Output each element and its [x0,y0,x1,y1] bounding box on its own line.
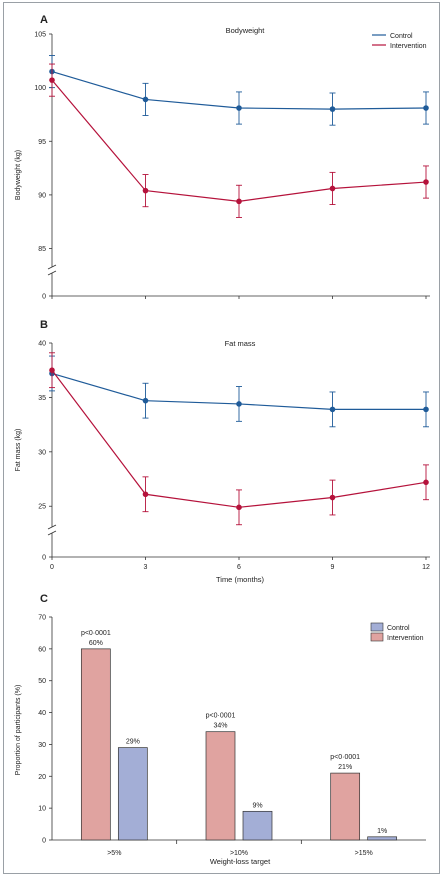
panel-b-ylabel: Fat mass (kg) [15,429,22,472]
y-tick-label: 30 [38,742,46,749]
legend-intervention-label: Intervention [387,635,424,642]
axis-break-mark [47,524,57,530]
x-tick-label: 0 [50,564,54,571]
y-tick-label: 25 [38,504,46,511]
y-tick-label: 40 [38,710,46,717]
y-tick-label: 100 [34,85,46,92]
control-point [236,401,242,407]
y-tick-label: 0 [42,838,46,845]
intervention-point [49,367,55,374]
control-point [329,106,336,112]
x-tick-label: 12 [422,564,430,571]
control-point [142,397,149,404]
y-tick-label: 50 [38,678,46,685]
p-value-annotation: p<0·0001 [81,630,111,637]
y-tick-label: 0 [42,294,46,301]
panel-c-xlabel: Weight-loss target [210,857,271,866]
y-tick-label: 85 [38,246,46,253]
control-point [423,406,429,413]
intervention-value-label: 21% [338,764,352,771]
control-value-label: 1% [377,828,387,835]
y-tick-label: 60 [38,646,46,653]
intervention-point [236,504,242,511]
axis-break-mark [47,270,57,276]
panel-b-plot-area: 0 25 30 35 40 0 3 6 9 12 [38,341,430,571]
intervention-point [142,187,149,194]
panel-b-fat-mass: B Fat mass Fat mass (kg) Time (months) 0… [15,319,430,584]
intervention-point [329,185,336,192]
y-tick-label: 40 [38,341,46,348]
intervention-bar [205,731,236,841]
x-tick-label: >15% [355,850,373,857]
intervention-bar [330,772,361,841]
legend-intervention-swatch [370,632,384,642]
intervention-point [142,491,149,498]
panel-label-a: A [40,14,48,26]
x-tick-label: >5% [107,850,121,857]
control-bar [117,747,148,841]
panel-b-xlabel: Time (months) [216,575,265,584]
panel-a-title: Bodyweight [226,26,266,35]
legend-control-swatch [370,622,384,632]
y-tick-label: 95 [38,139,46,146]
axis-break-mark [47,530,57,536]
intervention-value-label: 34% [213,723,227,730]
intervention-point [49,77,55,83]
panel-a-ylabel: Bodyweight (kg) [15,150,22,200]
legend-control-label: Control [387,625,410,632]
panel-b-title: Fat mass [225,339,256,348]
control-point [329,406,336,413]
panel-label-c: C [40,593,48,605]
intervention-point [423,479,429,486]
x-tick-label: 6 [237,564,241,571]
y-tick-label: 90 [38,192,46,199]
y-tick-label: 10 [38,806,46,813]
panel-c-legend: Control Intervention [370,622,424,642]
control-bar [242,810,273,841]
y-tick-label: 35 [38,395,46,402]
panel-a-bodyweight: A Bodyweight Bodyweight (kg) 0 85 90 95 100 1… [15,14,430,301]
x-tick-label: 9 [331,564,335,571]
intervention-bar [80,648,111,841]
y-tick-label: 0 [42,555,46,562]
intervention-point [423,179,429,185]
y-tick-label: 30 [38,449,46,456]
intervention-point [236,198,242,205]
control-point [423,105,429,111]
panel-c-weight-loss-targets: C Proportion of participants (%) Weight-… [15,593,426,866]
control-point [142,96,149,103]
panel-c-ylabel: Proportion of participants (%) [15,685,22,776]
control-bar [367,836,398,841]
panel-a-legend: Control Intervention [372,33,427,50]
figure-frame [3,2,440,874]
panel-c-plot-area: 0 10 20 30 40 50 60 70 >5% 60% p<0·0001 29% >10% 34% p… [38,615,426,857]
control-point [236,105,242,111]
intervention-value-label: 60% [89,640,103,647]
y-tick-label: 70 [38,615,46,622]
x-tick-label: >10% [230,850,248,857]
y-tick-label: 105 [34,32,46,39]
x-tick-label: 3 [144,564,148,571]
legend-intervention-label: Intervention [390,43,427,50]
panel-label-b: B [40,319,48,331]
control-value-label: 29% [126,739,140,746]
p-value-annotation: p<0·0001 [206,713,236,720]
p-value-annotation: p<0·0001 [330,754,360,761]
legend-control-label: Control [390,33,413,40]
intervention-point [329,494,336,501]
y-tick-label: 20 [38,774,46,781]
control-value-label: 9% [252,802,262,809]
axis-break-mark [47,264,57,270]
panel-a-plot-area: 0 85 90 95 100 105 [34,32,430,301]
